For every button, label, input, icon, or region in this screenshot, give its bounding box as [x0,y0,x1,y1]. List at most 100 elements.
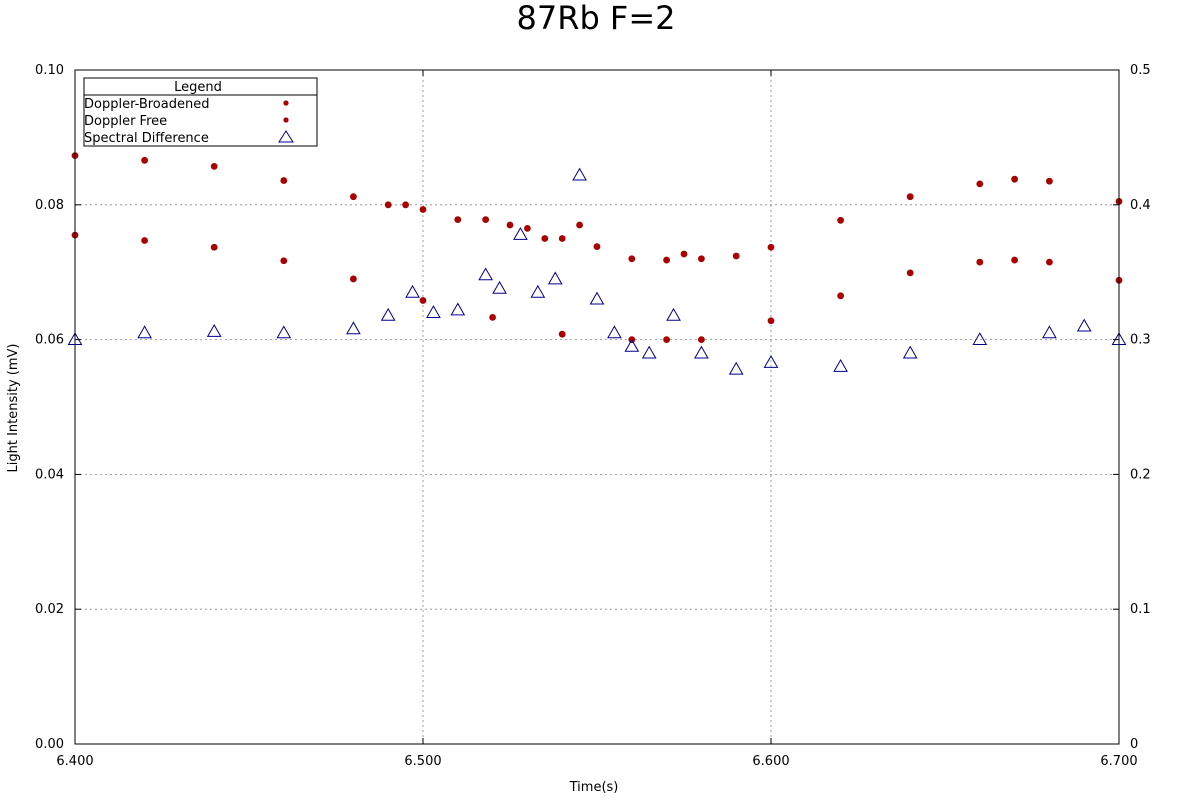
y-tick-label: 0.08 [35,198,64,213]
data-point [541,235,549,242]
data-point [402,201,409,209]
data-point [280,177,288,184]
legend-entry-spectral-difference: Spectral Difference [84,131,209,146]
data-point [728,361,744,375]
data-point [732,252,740,260]
y-tick-label: 0.06 [35,333,64,348]
data-point [478,267,494,281]
data-point [530,284,546,298]
data-point [1046,177,1053,185]
series-spectral-difference [67,167,1127,375]
data-point [624,338,640,352]
data-point [976,258,984,266]
data-point [906,193,914,201]
data-point [210,243,218,251]
grid-lines [75,70,1119,744]
data-point [666,307,681,321]
data-point [492,280,507,294]
data-point [141,237,149,244]
y2-tick-label: 0.5 [1130,63,1151,78]
y-tick-label: 0.10 [35,63,64,78]
legend-marker-doppler-free [283,117,289,123]
data-point [524,224,531,232]
data-point [589,291,605,305]
data-point [210,162,218,170]
data-point [419,297,427,304]
series-layer [67,152,1127,375]
data-point [837,292,844,300]
tick-layer: 6.400 6.500 6.600 6.700 0.00 0.02 0.04 0.06 0.08… [35,63,1151,769]
data-point [558,330,566,338]
legend-marker-doppler-broadened [283,100,289,106]
data-point [607,325,622,339]
data-point [450,302,466,316]
data-point [628,255,636,263]
data-point [680,250,688,258]
x-tick-label: 6.700 [1100,754,1137,769]
y2-tick-label: 0.4 [1130,198,1151,213]
data-point [206,324,222,337]
legend-entry-doppler-free: Doppler Free [84,114,167,129]
legend-title: Legend [174,80,222,95]
data-point [902,345,918,359]
data-point [976,180,984,188]
data-point [972,332,988,345]
data-point [506,221,514,229]
data-point [767,317,775,325]
y2-tick-label: 0.3 [1130,333,1151,348]
data-point [663,336,670,343]
data-point [384,201,392,209]
data-point [558,235,566,242]
data-point [576,221,583,229]
data-point [280,257,288,265]
x-axis-label: Time(s) [569,780,619,795]
data-point [454,216,462,224]
data-point [141,156,149,164]
series-doppler-broadened [71,152,1123,264]
data-point [641,345,657,359]
data-point [346,321,361,335]
data-point [276,325,292,339]
data-point [350,193,357,201]
data-point [1042,325,1057,339]
data-point [1011,175,1018,183]
x-tick-label: 6.600 [752,754,789,769]
legend-entry-doppler-broadened: Doppler-Broadened [84,97,209,112]
legend-marker-spectral-difference [278,130,294,143]
data-point [837,216,844,224]
data-point [419,206,427,213]
data-point [694,345,709,359]
series-doppler-free [71,231,1123,343]
y-axis-label: Light Intensity (mV) [6,344,21,473]
data-point [698,255,705,263]
y-tick-label: 0.04 [35,467,64,482]
data-point [593,243,601,250]
data-point [489,313,496,321]
data-point [426,305,441,319]
y-tick-label: 0.00 [35,737,64,752]
legend-box [83,77,318,147]
chart-title: 87Rb F=2 [516,0,675,37]
x-tick-label: 6.400 [56,754,93,769]
data-point [833,359,848,372]
y2-tick-label: 0.2 [1130,467,1151,482]
y2-tick-label: 0 [1130,737,1138,752]
data-point [547,271,563,285]
data-point [380,307,396,321]
plot-frame [74,69,1120,745]
data-point [405,284,420,298]
data-point [1011,256,1018,264]
data-point [906,269,914,277]
data-point [137,325,152,339]
data-point [350,275,357,283]
data-point [767,243,775,251]
data-point [698,336,705,343]
data-point [513,226,528,240]
data-point [1046,258,1053,266]
data-point [1076,318,1092,332]
data-point [663,256,670,264]
data-point [763,355,779,368]
legend: Legend Doppler-Broadened Doppler Free Sp… [83,77,318,147]
